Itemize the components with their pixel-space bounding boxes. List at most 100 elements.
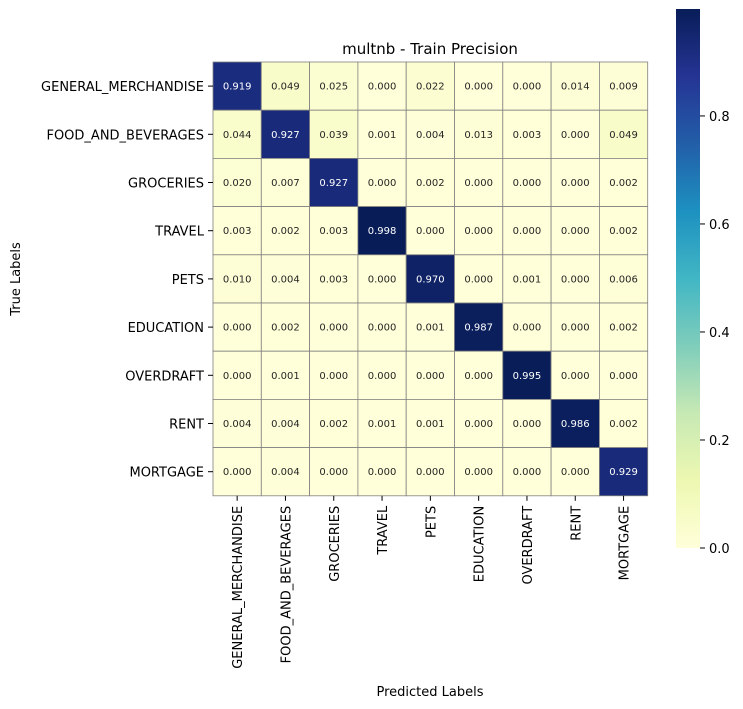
cell-value-label: 0.987 <box>464 323 493 334</box>
y-tick-label: PETS <box>172 273 204 288</box>
y-tick-labels: GENERAL_MERCHANDISE FOOD_AND_BEVERAGES GRO… <box>41 80 213 481</box>
cell-value-label: 0.004 <box>271 419 300 430</box>
cell-value-label: 0.000 <box>416 226 445 237</box>
cell-value-label: 0.000 <box>223 323 252 334</box>
cell-value-label: 0.014 <box>561 82 590 93</box>
cell-value-label: 0.002 <box>609 323 638 334</box>
colorbar-tick-label: 0.8 <box>709 110 730 125</box>
heatmap-cell <box>357 157 407 207</box>
y-tick-label: RENT <box>169 418 204 433</box>
cell-value-label: 0.003 <box>319 226 348 237</box>
colorbar <box>676 9 700 548</box>
cell-value-label: 0.002 <box>609 226 638 237</box>
heatmap-cell <box>454 447 504 497</box>
cell-value-label: 0.002 <box>319 419 348 430</box>
heatmap-cell <box>599 302 649 352</box>
heatmap-cell <box>260 350 310 400</box>
heatmap-cell <box>212 302 262 352</box>
x-tick-label: MORTGAGE <box>618 506 633 581</box>
cell-value-label: 0.000 <box>416 467 445 478</box>
heatmap-cell <box>405 302 455 352</box>
heatmap-cell <box>550 61 600 111</box>
heatmap-cell <box>454 398 504 448</box>
x-tick-label: RENT <box>569 506 584 541</box>
cell-value-label: 0.000 <box>513 419 542 430</box>
heatmap-cell <box>502 398 552 448</box>
heatmap-cell <box>502 447 552 497</box>
cell-value-label: 0.000 <box>561 371 590 382</box>
cell-value-label: 0.044 <box>223 130 252 141</box>
heatmap-cell <box>502 254 552 304</box>
x-tick-label: FOOD_AND_BEVERAGES <box>279 506 294 664</box>
heatmap-cell <box>309 109 359 159</box>
x-axis-label: Predicted Labels <box>376 685 483 700</box>
cell-value-label: 0.998 <box>368 226 397 237</box>
cell-value-label: 0.919 <box>223 82 252 93</box>
x-tick-labels: GENERAL_MERCHANDISE FOOD_AND_BEVERAGES GRO… <box>231 495 633 669</box>
heatmap-cell <box>550 302 600 352</box>
cell-value-label: 0.003 <box>513 130 542 141</box>
heatmap-cell <box>454 302 504 352</box>
heatmap-cell <box>405 398 455 448</box>
heatmap-cell <box>357 254 407 304</box>
cell-value-label: 0.000 <box>319 323 348 334</box>
heatmap-cell <box>212 350 262 400</box>
cell-value-label: 0.000 <box>368 371 397 382</box>
cell-value-label: 0.000 <box>561 467 590 478</box>
heatmap-cell-labels: 0.919 0.049 0.025 0.000 0.022 0.000 0.000 0.014… <box>223 82 638 479</box>
cell-value-label: 0.001 <box>368 419 397 430</box>
cell-value-label: 0.000 <box>319 371 348 382</box>
cell-value-label: 0.000 <box>368 274 397 285</box>
cell-value-label: 0.009 <box>609 82 638 93</box>
heatmap-cell <box>309 302 359 352</box>
heatmap-cell <box>357 398 407 448</box>
heatmap-cell <box>599 398 649 448</box>
heatmap-cell <box>212 398 262 448</box>
x-tick-label: GROCERIES <box>328 506 343 582</box>
cell-value-label: 0.000 <box>464 274 493 285</box>
colorbar-tick-label: 0.2 <box>709 434 730 449</box>
heatmap-cell <box>309 254 359 304</box>
cell-value-label: 0.010 <box>223 274 252 285</box>
cell-value-label: 0.000 <box>464 178 493 189</box>
cell-value-label: 0.000 <box>513 178 542 189</box>
cell-value-label: 0.002 <box>609 419 638 430</box>
heatmap-cell <box>599 109 649 159</box>
x-tick-label: GENERAL_MERCHANDISE <box>231 506 246 669</box>
heatmap-cell <box>260 302 310 352</box>
heatmap-cell <box>502 109 552 159</box>
cell-value-label: 0.000 <box>513 226 542 237</box>
cell-value-label: 0.000 <box>416 371 445 382</box>
cell-value-label: 0.002 <box>271 226 300 237</box>
cell-value-label: 0.995 <box>513 371 542 382</box>
y-tick-label: MORTGAGE <box>129 466 204 481</box>
heatmap-cell <box>309 157 359 207</box>
heatmap-cell <box>454 254 504 304</box>
cell-value-label: 0.003 <box>319 274 348 285</box>
heatmap-cell <box>599 206 649 256</box>
heatmap-cell <box>405 447 455 497</box>
cell-value-label: 0.970 <box>416 274 445 285</box>
heatmap-cell <box>357 206 407 256</box>
heatmap-cell <box>309 398 359 448</box>
heatmap-cell <box>212 254 262 304</box>
cell-value-label: 0.000 <box>561 323 590 334</box>
cell-value-label: 0.000 <box>368 323 397 334</box>
heatmap-cells <box>212 61 649 497</box>
heatmap-cell <box>212 109 262 159</box>
cell-value-label: 0.003 <box>223 226 252 237</box>
cell-value-label: 0.000 <box>609 371 638 382</box>
heatmap-cell <box>212 61 262 111</box>
cell-value-label: 0.002 <box>609 178 638 189</box>
cell-value-label: 0.039 <box>319 130 348 141</box>
cell-value-label: 0.000 <box>561 274 590 285</box>
cell-value-label: 0.020 <box>223 178 252 189</box>
cell-value-label: 0.000 <box>561 226 590 237</box>
x-tick-label: EDUCATION <box>473 506 488 582</box>
cell-value-label: 0.049 <box>271 82 300 93</box>
cell-value-label: 0.025 <box>319 82 348 93</box>
cell-value-label: 0.001 <box>513 274 542 285</box>
cell-value-label: 0.000 <box>464 419 493 430</box>
heatmap-cell <box>212 447 262 497</box>
